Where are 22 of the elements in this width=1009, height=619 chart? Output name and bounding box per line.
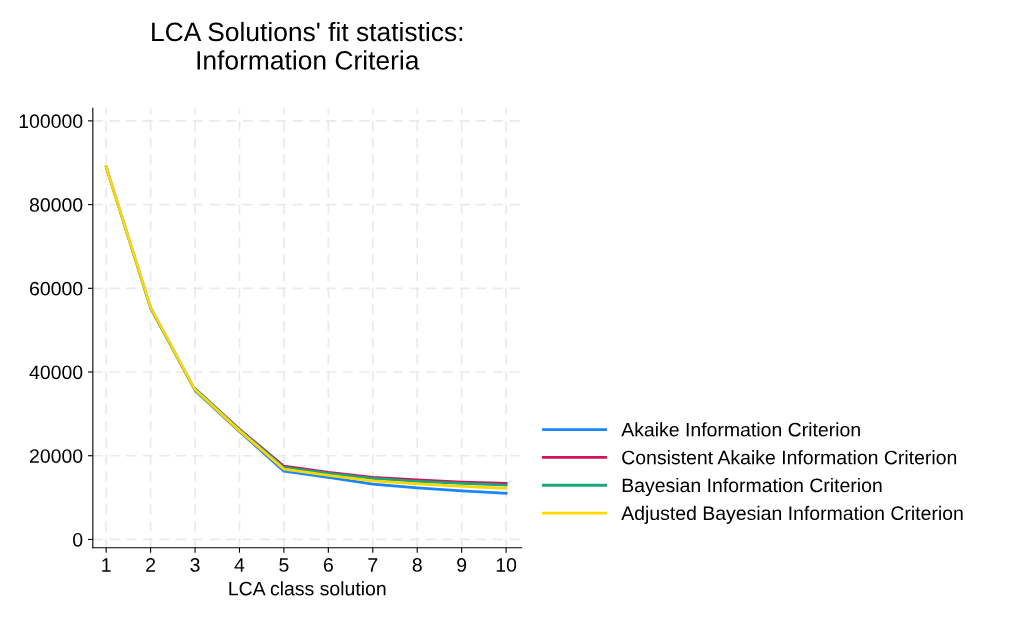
x-tick-label: 10 bbox=[496, 558, 517, 572]
x-tick-label: 1 bbox=[102, 558, 111, 572]
x-tick-label: 6 bbox=[323, 558, 333, 572]
x-axis-title: LCA class solution bbox=[229, 581, 386, 596]
y-tick-label: 80000 bbox=[29, 198, 83, 212]
chart-title: LCA Solutions' fit statistics: Information Criteria bbox=[152, 21, 463, 70]
y-tick-label: 20000 bbox=[30, 449, 83, 463]
y-tick-label: 40000 bbox=[29, 365, 83, 380]
legend-label: Akaike Information Criterion bbox=[621, 422, 860, 437]
legend-label: Bayesian Information Criterion bbox=[622, 477, 882, 497]
y-tick-label: 0 bbox=[73, 532, 83, 547]
x-tick-label: 7 bbox=[368, 558, 378, 572]
x-tick-label: 9 bbox=[457, 558, 467, 572]
x-tick-label: 5 bbox=[279, 558, 289, 572]
x-tick-label: 8 bbox=[412, 558, 422, 572]
y-tick-label: 60000 bbox=[30, 281, 83, 296]
legend-label: Adjusted Bayesian Information Criterion bbox=[621, 505, 963, 524]
x-tick-label: 3 bbox=[190, 558, 200, 572]
x-tick-label: 2 bbox=[146, 558, 156, 572]
y-tick-label: 100000 bbox=[19, 114, 83, 129]
x-tick-label: 4 bbox=[234, 558, 245, 572]
legend-label: Consistent Akaike Information Criterion bbox=[622, 450, 957, 465]
